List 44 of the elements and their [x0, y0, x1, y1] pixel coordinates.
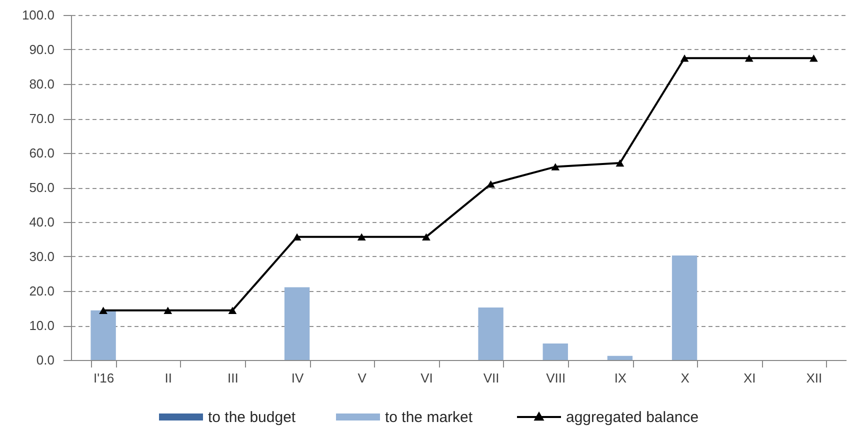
y-tick-label: 10.0 — [29, 318, 54, 333]
bar — [284, 287, 310, 360]
y-tick-label: 80.0 — [29, 76, 54, 92]
bar — [542, 343, 568, 360]
point — [422, 233, 430, 240]
bar — [90, 310, 116, 360]
point — [292, 233, 302, 240]
bar — [672, 255, 698, 360]
point — [228, 306, 237, 314]
point — [164, 306, 172, 314]
y-tick-label: 40.0 — [29, 214, 54, 230]
y-tick-label: 100.0 — [22, 8, 54, 22]
y-tick-label: 0.0 — [36, 352, 54, 368]
legend-label: to the budget — [208, 409, 296, 426]
y-tick-label: 30.0 — [29, 249, 54, 264]
point — [551, 163, 560, 170]
point — [486, 180, 495, 188]
x-tick-label: VII — [483, 370, 500, 386]
x-tick-label: IX — [614, 370, 627, 386]
x-tick-label: VI — [420, 370, 433, 386]
point — [616, 159, 624, 167]
y-tick-label: 70.0 — [29, 111, 54, 126]
y-tick-label: 50.0 — [29, 180, 54, 195]
bar — [607, 356, 633, 360]
y-tick-label: 60.0 — [29, 146, 54, 160]
legend-label: aggregated balance — [566, 409, 699, 426]
x-tick-label: XII — [806, 370, 822, 386]
point — [810, 54, 818, 62]
legend-label: to the market — [385, 409, 474, 426]
x-tick-label: VIII — [546, 370, 566, 386]
x-tick-label: V — [358, 370, 367, 386]
point — [744, 54, 754, 62]
point — [680, 54, 689, 62]
x-tick-label: I'16 — [94, 370, 114, 386]
x-tick-label: IV — [291, 370, 304, 386]
x-tick-label: II — [164, 370, 172, 386]
point — [99, 306, 108, 314]
x-tick-label: X — [680, 370, 690, 386]
point — [357, 233, 366, 240]
bar — [478, 308, 504, 360]
y-tick-label: 20.0 — [29, 284, 54, 298]
x-tick-label: XI — [743, 370, 756, 386]
y-tick-label: 90.0 — [29, 42, 54, 57]
x-tick-label: III — [228, 370, 238, 386]
